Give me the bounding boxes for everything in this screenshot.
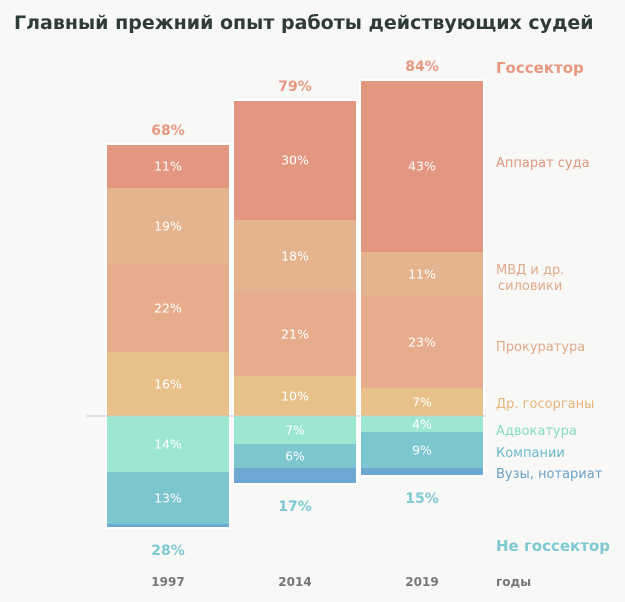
x-tick-1997: 1997 — [151, 575, 184, 589]
legend-label-аппарат-суда: Аппарат суда — [496, 156, 590, 171]
x-tick-2014: 2014 — [278, 575, 311, 589]
legend-label-вузы-нотариат: Вузы, нотариат — [496, 467, 603, 482]
bar-segment-вузы-нотариат-2014 — [233, 468, 357, 484]
bar-segment-компании-1997 — [106, 472, 230, 524]
data-label-компании-2014: 6% — [285, 449, 305, 464]
legend-label-адвокатура: Адвокатура — [496, 424, 577, 439]
group-label-nonstate: Не госсектор — [496, 537, 610, 555]
state-total-2014: 79% — [278, 79, 312, 95]
data-label-мвд-и-др-силовики-2019: 11% — [408, 267, 436, 282]
data-label-адвокатура-1997: 14% — [154, 437, 182, 452]
x-tick-2019: 2019 — [405, 575, 438, 589]
bar-segment-мвд-и-др-силовики-1997 — [106, 188, 230, 264]
chart-title: Главный прежний опыт работы действующих … — [14, 12, 594, 34]
bar-segment-вузы-нотариат-2019 — [360, 468, 484, 476]
bar-segment-прокуратура-2019 — [360, 296, 484, 388]
bar-segment-аппарат-суда-2019 — [360, 80, 484, 252]
legend-label-мвд-и-др-силовики: МВД и др. силовики — [496, 263, 564, 294]
bar-outline-1997 — [105, 143, 231, 529]
bar-segment-др-госорганы-2014 — [233, 376, 357, 416]
nonstate-total-2019: 15% — [405, 491, 439, 507]
x-axis-label: годы — [496, 575, 531, 589]
nonstate-total-1997: 28% — [151, 543, 185, 559]
bar-segment-адвокатура-1997 — [106, 416, 230, 472]
data-label-прокуратура-1997: 22% — [154, 301, 182, 316]
bars-layer — [86, 79, 486, 529]
data-label-мвд-и-др-силовики-2014: 18% — [281, 249, 309, 264]
data-label-адвокатура-2014: 7% — [285, 423, 305, 438]
labels-layer: 68% 28% 1997 11% 19% 22% 16% 14% 13% 79% 17% 2014 30… — [151, 59, 610, 589]
state-total-2019: 84% — [405, 59, 439, 75]
state-total-1997: 68% — [151, 123, 185, 139]
bar-segment-адвокатура-2014 — [233, 416, 357, 444]
data-label-аппарат-суда-1997: 11% — [154, 159, 182, 174]
legend-label-прокуратура: Прокуратура — [496, 340, 585, 355]
legend-label-др-госорганы: Др. госорганы — [496, 397, 594, 412]
bar-segment-аппарат-суда-2014 — [233, 100, 357, 220]
bar-segment-мвд-и-др-силовики-2019 — [360, 252, 484, 296]
bar-segment-прокуратура-2014 — [233, 292, 357, 376]
bar-segment-аппарат-суда-1997 — [106, 144, 230, 188]
nonstate-total-2014: 17% — [278, 499, 312, 515]
bar-segment-др-госорганы-2019 — [360, 388, 484, 416]
data-label-др-госорганы-2014: 10% — [281, 389, 309, 404]
bar-segment-компании-2019 — [360, 432, 484, 468]
data-label-прокуратура-2014: 21% — [281, 327, 309, 342]
data-label-мвд-и-др-силовики-1997: 19% — [154, 219, 182, 234]
data-label-компании-1997: 13% — [154, 491, 182, 506]
data-label-аппарат-суда-2014: 30% — [281, 153, 309, 168]
bar-segment-мвд-и-др-силовики-2014 — [233, 220, 357, 292]
data-label-др-госорганы-1997: 16% — [154, 377, 182, 392]
data-label-аппарат-суда-2019: 43% — [408, 159, 436, 174]
data-label-компании-2019: 9% — [412, 443, 432, 458]
bar-segment-вузы-нотариат-1997 — [106, 524, 230, 528]
data-label-адвокатура-2019: 4% — [412, 417, 432, 432]
bar-outline-2019 — [359, 79, 485, 477]
data-label-прокуратура-2019: 23% — [408, 335, 436, 350]
data-label-др-госорганы-2019: 7% — [412, 395, 432, 410]
bar-segment-компании-2014 — [233, 444, 357, 468]
group-label-state: Госсектор — [496, 59, 584, 77]
bar-segment-адвокатура-2019 — [360, 416, 484, 432]
bar-segment-прокуратура-1997 — [106, 264, 230, 352]
bar-outline-2014 — [232, 99, 358, 485]
legend-label-компании: Компании — [496, 446, 565, 461]
bar-segment-др-госорганы-1997 — [106, 352, 230, 416]
